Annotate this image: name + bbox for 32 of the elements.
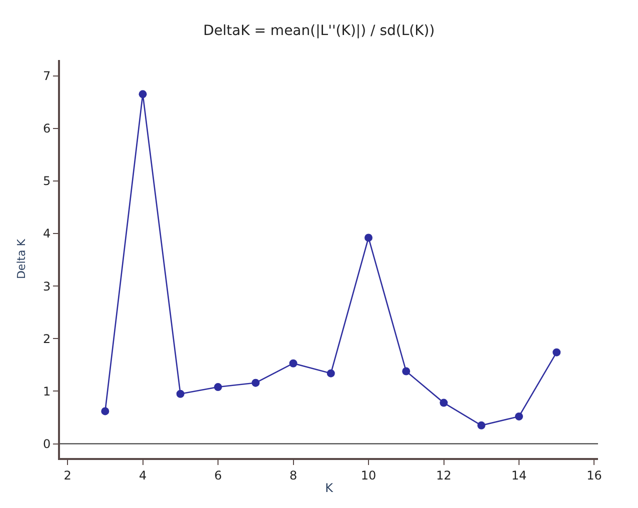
- point: [514, 412, 523, 420]
- x-tick-label: 16: [586, 468, 602, 482]
- point: [138, 90, 147, 98]
- point: [176, 390, 184, 398]
- x-axis-title: K: [325, 480, 334, 495]
- point: [477, 421, 486, 430]
- y-tick-label: 5: [42, 174, 51, 188]
- point: [101, 407, 110, 416]
- chart-title: DeltaK = mean(|L''(K)|) / sd(L(K)): [203, 23, 435, 40]
- y-tick-label: 0: [42, 437, 51, 451]
- y-tick-label: 6: [42, 122, 51, 136]
- point: [289, 359, 298, 368]
- y-axis-title: Delta K: [15, 238, 28, 280]
- x-tick-label: 8: [289, 468, 298, 482]
- y-tick-label: 1: [42, 384, 51, 398]
- x-tick-label: 12: [436, 468, 452, 482]
- y-tick-label: 4: [42, 226, 51, 241]
- point: [440, 398, 448, 407]
- point: [252, 378, 260, 387]
- x-tick-label: 2: [64, 468, 72, 482]
- y-tick-label: 7: [42, 68, 51, 83]
- point: [552, 348, 561, 356]
- y-tick-label: 2: [42, 332, 51, 346]
- point: [214, 383, 222, 392]
- x-tick-label: 14: [511, 468, 527, 482]
- point: [402, 367, 410, 376]
- y-tick-label: 3: [42, 279, 51, 294]
- x-tick-label: 4: [138, 468, 147, 482]
- point: [364, 234, 372, 242]
- point: [326, 369, 335, 378]
- x-tick-label: 6: [214, 468, 222, 482]
- x-tick-label: 10: [360, 468, 376, 482]
